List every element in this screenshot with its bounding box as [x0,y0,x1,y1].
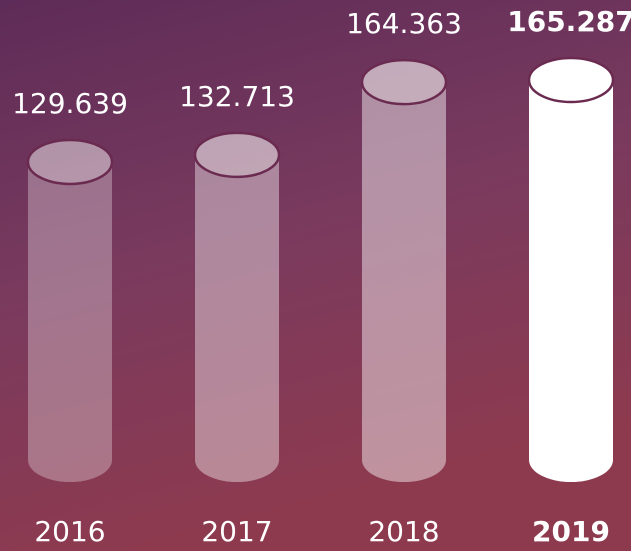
cylinder-top [527,56,615,104]
x-tick-label: 2016 [34,515,105,548]
value-label: 129.639 [12,87,128,120]
cylinder [195,132,279,482]
cylinder [28,139,112,483]
x-tick-label: 2019 [532,515,610,548]
value-label: 165.287 [507,5,631,38]
value-label: 164.363 [346,7,462,40]
cylinder-top [193,131,281,179]
x-tick-label: 2017 [201,515,272,548]
cylinder [362,60,446,483]
cylinder-top [360,58,448,106]
cylinder [529,58,613,482]
value-label: 132.713 [179,80,295,113]
cylinder-top [26,138,114,186]
x-tick-label: 2018 [368,515,439,548]
